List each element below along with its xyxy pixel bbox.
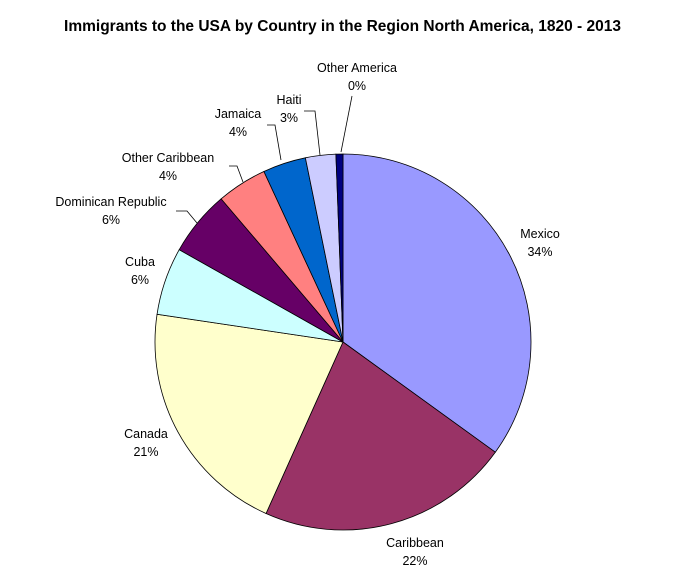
label-other-america-name: Other America — [317, 61, 397, 75]
pie-slice-caribbean — [265, 341, 496, 531]
leader-line-dominican-republic — [176, 210, 198, 224]
label-cuba-name: Cuba — [125, 255, 155, 269]
leader-line-other-america — [340, 95, 353, 153]
label-dominican-republic-pct: 6% — [102, 213, 120, 227]
label-haiti-name: Haiti — [276, 93, 301, 107]
label-mexico-name: Mexico — [520, 227, 560, 241]
pie-slice-mexico — [342, 153, 532, 453]
label-jamaica-name: Jamaica — [215, 107, 262, 121]
pie-slices — [154, 153, 532, 531]
label-other-caribbean-pct: 4% — [159, 169, 177, 183]
leader-line-haiti — [304, 110, 321, 156]
label-canada-name: Canada — [124, 427, 168, 441]
label-caribbean-pct: 22% — [402, 554, 427, 568]
label-cuba-pct: 6% — [131, 273, 149, 287]
pie-slice-other-america — [335, 153, 344, 343]
label-haiti-pct: 3% — [280, 111, 298, 125]
leader-line-jamaica — [267, 124, 282, 161]
label-other-caribbean-name: Other Caribbean — [122, 151, 214, 165]
chart-title: Immigrants to the USA by Country in the … — [64, 18, 621, 35]
leader-lines — [176, 95, 353, 224]
label-mexico-pct: 34% — [527, 245, 552, 259]
leader-line-other-caribbean — [229, 165, 244, 183]
label-canada-pct: 21% — [133, 445, 158, 459]
label-caribbean-name: Caribbean — [386, 536, 444, 550]
label-jamaica-pct: 4% — [229, 125, 247, 139]
label-other-america-pct: 0% — [348, 79, 366, 93]
pie-slice-canada — [154, 313, 344, 515]
label-dominican-republic-name: Dominican Republic — [55, 195, 166, 209]
